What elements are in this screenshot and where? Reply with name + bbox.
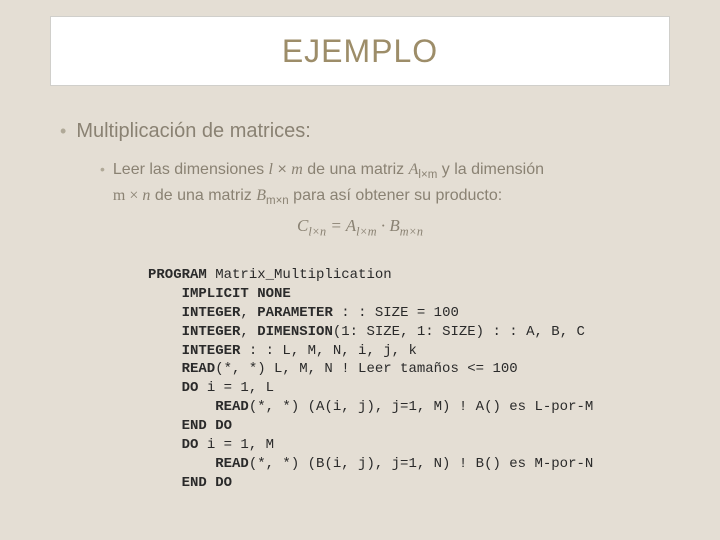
eq-c: C	[297, 216, 308, 235]
bullet-main: • Multiplicación de matrices:	[60, 120, 311, 143]
sub-text-4: de una matriz	[150, 187, 256, 204]
l8b: (*, *) (A(i, j), j=1, M) ! A() es L-por-…	[249, 399, 593, 415]
mat-b-idx: m×n	[266, 196, 289, 208]
eq-b-idx: m×n	[400, 224, 423, 238]
kw-int3: INTEGER	[148, 305, 240, 321]
dim-l: l	[269, 161, 273, 178]
l4b: ,	[240, 324, 257, 340]
l7b: i = 1, L	[198, 380, 274, 396]
kw-read11: READ	[148, 456, 249, 472]
sub-text-1: Leer las dimensiones	[113, 161, 269, 178]
eq-eq: =	[326, 216, 346, 235]
eq-b: B	[389, 216, 399, 235]
title-box: EJEMPLO	[50, 16, 670, 86]
kw-end12: END DO	[148, 475, 232, 491]
sub-text-5: para así obtener su producto:	[289, 187, 502, 204]
l3b: ,	[240, 305, 257, 321]
kw-read6: READ	[148, 361, 215, 377]
slide-title: EJEMPLO	[282, 33, 438, 70]
mat-a: A	[409, 161, 419, 178]
kw-int5: INTEGER	[148, 343, 240, 359]
eq-c-idx: l×n	[308, 224, 326, 238]
kw-do10: DO	[148, 437, 198, 453]
bullet-sub-text: Leer las dimensiones l × m de una matriz…	[113, 158, 544, 211]
code-l1b: Matrix_Multiplication	[207, 267, 392, 283]
kw-read8: READ	[148, 399, 249, 415]
mat-a-idx: l×m	[418, 169, 437, 181]
kw-int4: INTEGER	[148, 324, 240, 340]
code-block: PROGRAM Matrix_Multiplication IMPLICIT N…	[148, 266, 593, 493]
kw-dim: DIMENSION	[257, 324, 333, 340]
eq-a-idx: l×m	[356, 224, 377, 238]
l6b: (*, *) L, M, N ! Leer tamaños <= 100	[215, 361, 517, 377]
mat-b: B	[256, 187, 266, 204]
bullet-main-text: Multiplicación de matrices:	[76, 120, 311, 143]
equation: Cl×n = Al×m · Bm×n	[0, 216, 720, 239]
l10b: i = 1, M	[198, 437, 274, 453]
dim-m: m	[291, 161, 303, 178]
eq-a: A	[346, 216, 356, 235]
kw-implicit: IMPLICIT NONE	[148, 286, 291, 302]
l11b: (*, *) (B(i, j), j=1, N) ! B() es M-por-…	[249, 456, 593, 472]
l4d: (1: SIZE, 1: SIZE) : : A, B, C	[333, 324, 585, 340]
kw-program: PROGRAM	[148, 267, 207, 283]
kw-do7: DO	[148, 380, 198, 396]
bullet-dot-icon: •	[100, 161, 105, 177]
kw-end9: END DO	[148, 418, 232, 434]
sub-text-3: y la dimensión	[437, 161, 544, 178]
l3d: : : SIZE = 100	[333, 305, 459, 321]
bullet-sub: • Leer las dimensiones l × m de una matr…	[100, 158, 660, 211]
bullet-dot-icon: •	[60, 121, 66, 142]
sub-text-2: de una matriz	[303, 161, 409, 178]
eq-dot: ·	[377, 216, 390, 235]
l5b: : : L, M, N, i, j, k	[240, 343, 416, 359]
kw-param: PARAMETER	[257, 305, 333, 321]
